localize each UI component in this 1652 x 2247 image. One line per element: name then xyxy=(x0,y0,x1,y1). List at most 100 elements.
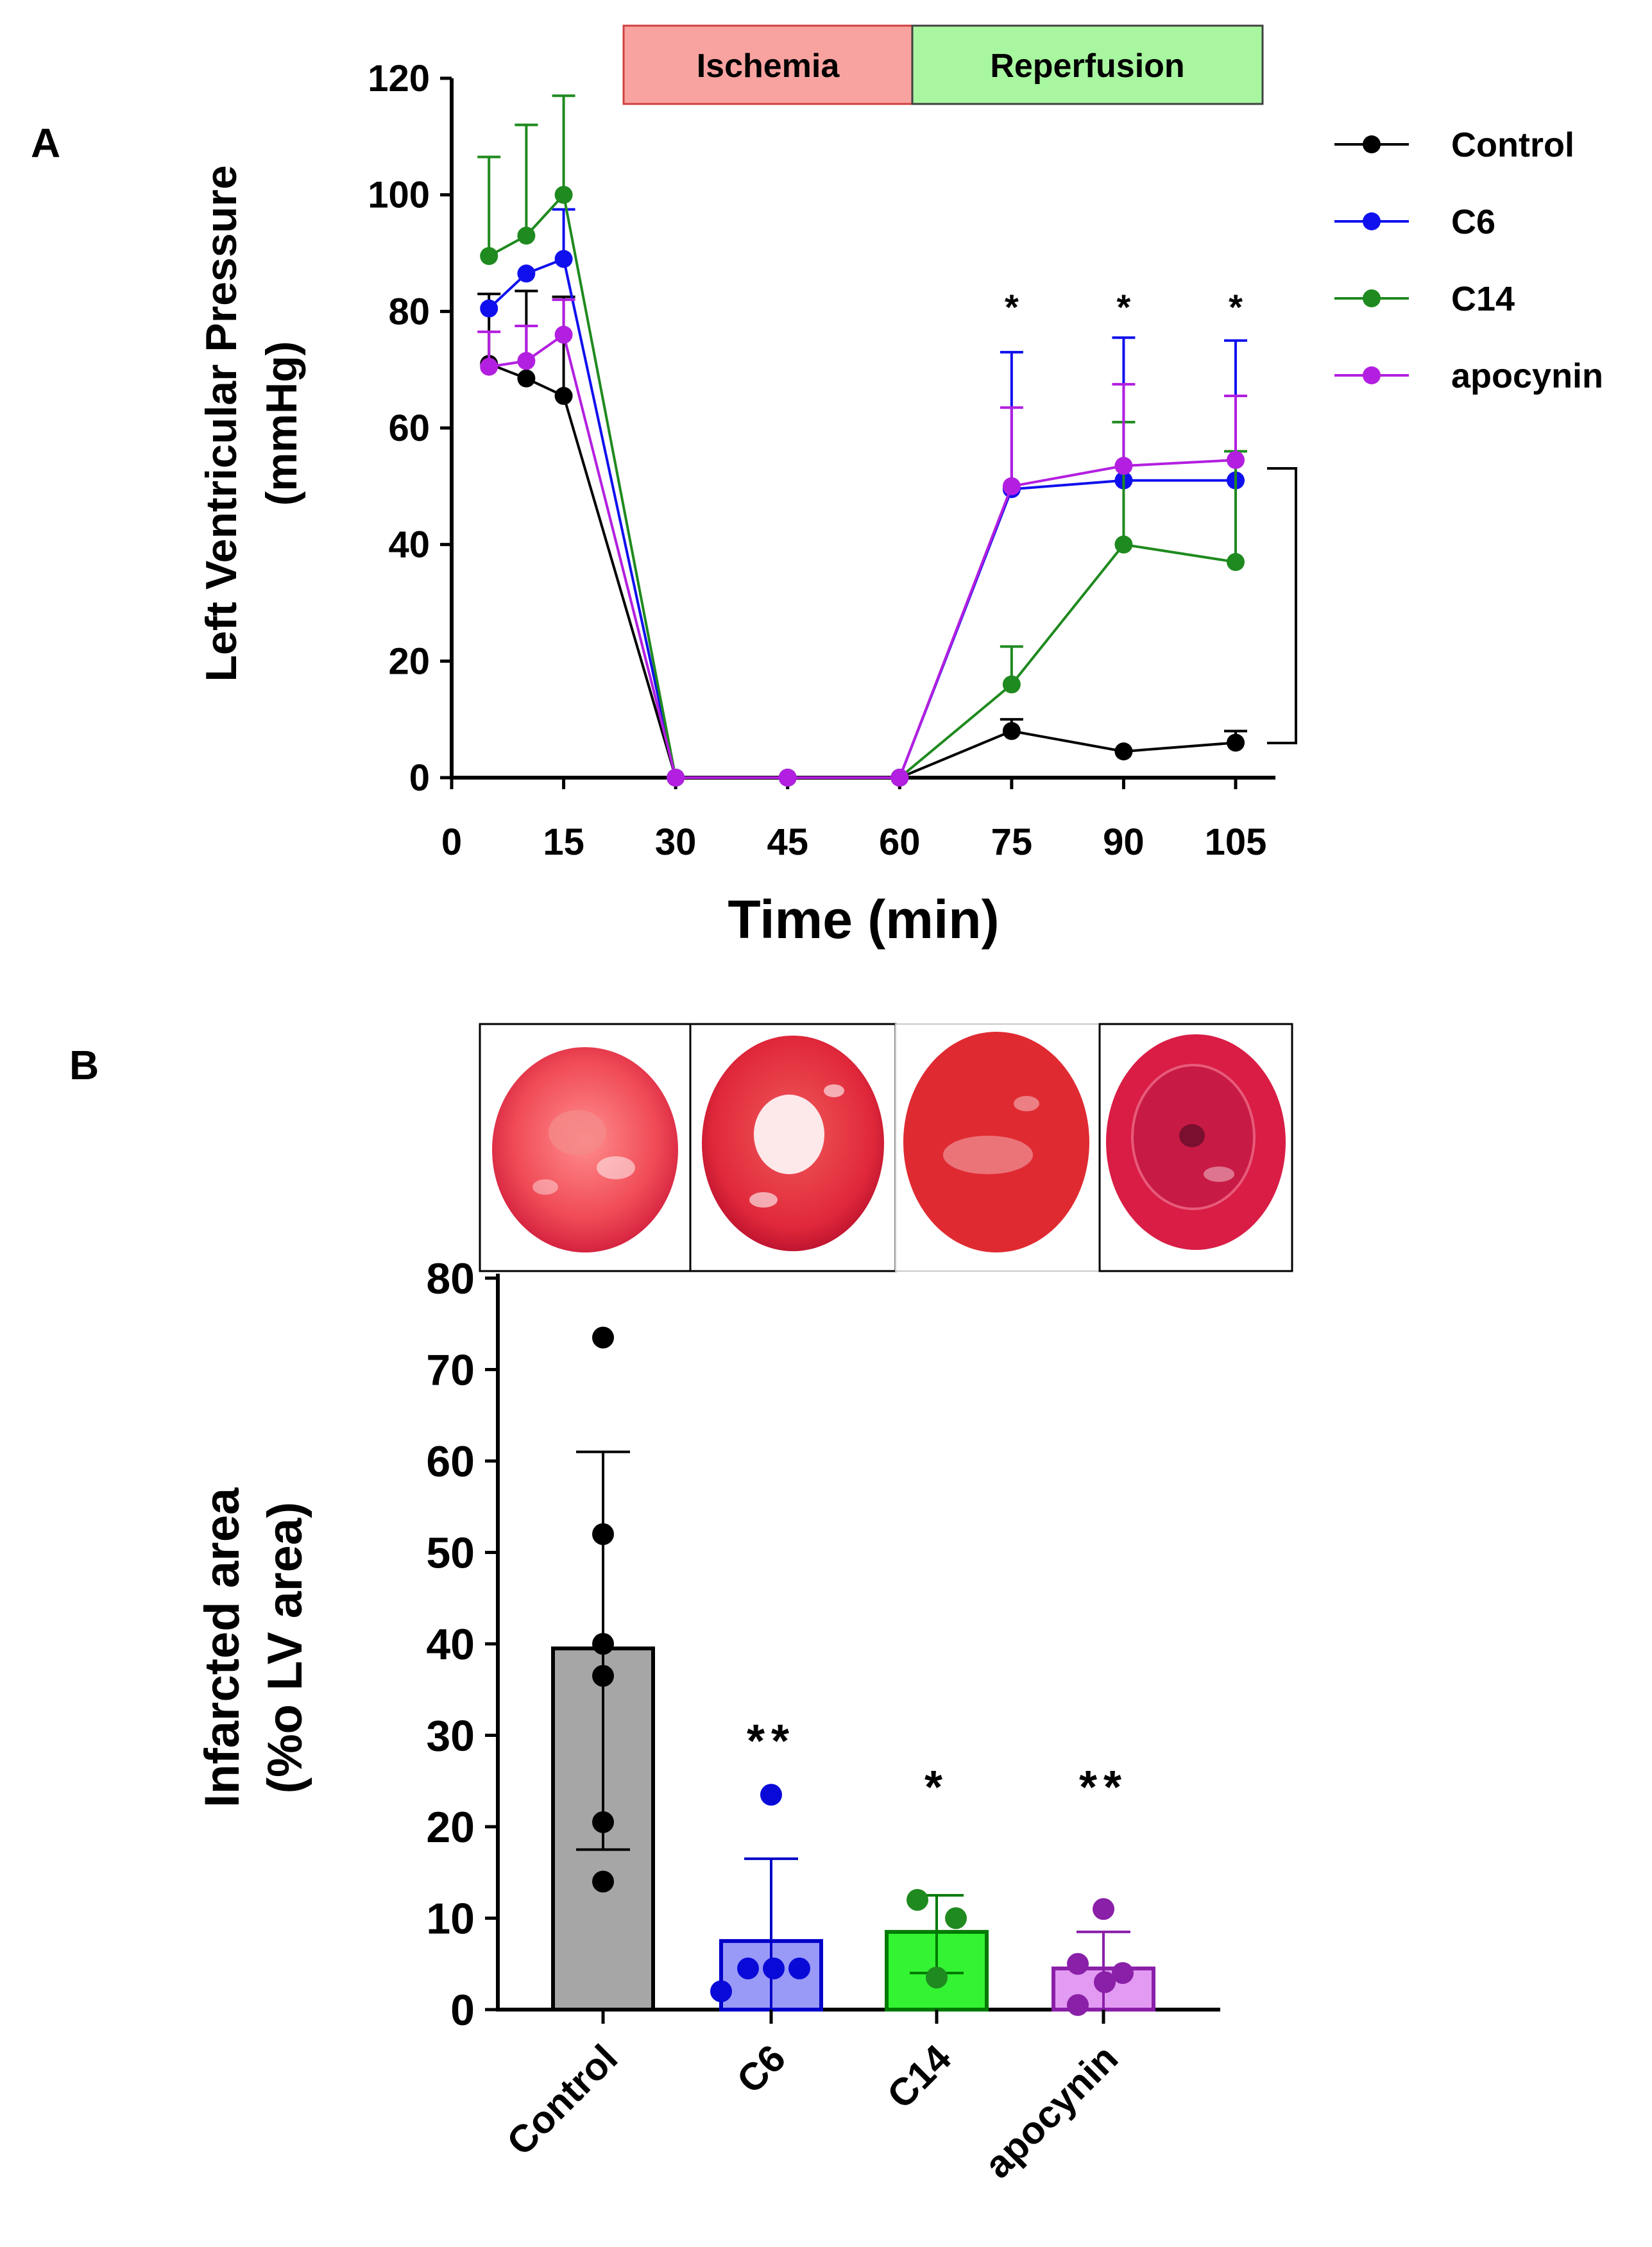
x-tick-label: 105 xyxy=(1205,821,1267,863)
legend-label: C6 xyxy=(1451,203,1495,241)
data-point xyxy=(480,357,498,376)
panel-b: B xyxy=(69,1023,1293,2187)
data-point xyxy=(1227,733,1245,752)
reperfusion-box xyxy=(911,24,1264,105)
y-tick-label: 80 xyxy=(426,1254,475,1303)
individual-data-point xyxy=(1094,1971,1116,1994)
y-tick-label: 120 xyxy=(368,58,430,99)
x-tick-label: 45 xyxy=(767,821,808,863)
data-point xyxy=(1114,457,1133,475)
y-tick-label: 40 xyxy=(388,524,430,566)
y-tick-label: 60 xyxy=(426,1437,475,1486)
x-tick-label: Control xyxy=(498,2037,626,2164)
panel-a: A Ischemia Reperfusion 0 20 40 60 80 100 120 0… xyxy=(31,24,1603,950)
y-tick-label: 10 xyxy=(426,1895,475,1944)
individual-data-point xyxy=(945,1907,967,1929)
y-tick-label: 0 xyxy=(450,1986,475,2035)
legend: Control C6 C14 apocynin xyxy=(1334,126,1603,395)
y-tick-label: 20 xyxy=(426,1803,475,1852)
x-tick-label: C14 xyxy=(879,2036,960,2117)
individual-data-point xyxy=(592,1870,614,1893)
panel-a-series xyxy=(477,94,1247,787)
data-point xyxy=(554,250,573,268)
individual-data-point xyxy=(1067,1994,1089,2016)
y-tick-label: 50 xyxy=(426,1529,475,1578)
x-tick-label: 15 xyxy=(543,821,584,863)
data-point xyxy=(1002,722,1021,740)
apocynin-heart-slice-photo xyxy=(1098,1023,1293,1272)
individual-data-point xyxy=(1067,1952,1089,1975)
individual-data-point xyxy=(592,1326,614,1349)
individual-data-point xyxy=(592,1811,614,1833)
legend-label: C14 xyxy=(1451,280,1515,318)
series-apocynin xyxy=(477,298,1247,787)
panel-a-significance: * * * xyxy=(1005,287,1243,327)
x-tick-label: 90 xyxy=(1103,821,1145,863)
panel-a-y-axis-title: Left Ventricular Pressure xyxy=(197,165,246,681)
individual-data-point xyxy=(907,1889,928,1911)
data-point xyxy=(1114,742,1133,761)
legend-marker xyxy=(1363,289,1381,307)
bar-group-apocynin: ** apocynin xyxy=(976,1762,1155,2187)
reperfusion-label: Reperfusion xyxy=(990,47,1184,85)
series-control xyxy=(477,289,1247,787)
individual-data-point xyxy=(760,1784,782,1806)
panel-b-y-axis-title: Infarcted area xyxy=(195,1487,250,1807)
legend-marker xyxy=(1363,212,1381,230)
c6-heart-slice-photo xyxy=(689,1023,897,1272)
data-point xyxy=(1227,552,1245,571)
y-tick-label: 60 xyxy=(388,407,430,449)
series-c6 xyxy=(480,208,1247,787)
c14-heart-slice-photo xyxy=(895,1023,1100,1272)
significance-star: * xyxy=(1005,287,1019,327)
data-point xyxy=(517,369,536,388)
significance-bracket xyxy=(1267,467,1297,744)
bar-group-c6: ** C6 xyxy=(710,1716,823,2101)
ischemia-box xyxy=(622,24,914,105)
significance-star: * xyxy=(924,1762,949,1813)
panel-a-y-ticks: 0 20 40 60 80 100 120 xyxy=(368,58,452,799)
significance-star: ** xyxy=(1079,1762,1128,1813)
individual-data-point xyxy=(788,1957,810,1979)
data-point xyxy=(480,299,498,318)
data-point xyxy=(554,325,573,344)
data-point xyxy=(554,387,573,406)
data-point xyxy=(517,352,536,370)
significance-star: * xyxy=(1117,287,1131,327)
data-point xyxy=(517,226,536,245)
x-tick-label: 60 xyxy=(879,821,921,863)
phase-bar: Ischemia Reperfusion xyxy=(622,24,1264,105)
series-c14 xyxy=(477,94,1247,787)
individual-data-point xyxy=(926,1967,948,1989)
panel-b-y-axis-title-unit: (%o LV area) xyxy=(258,1502,312,1794)
bar-group-control: Control xyxy=(498,1326,655,2164)
control-heart-slice-photo xyxy=(479,1023,692,1272)
data-point xyxy=(890,769,909,787)
photo-strip xyxy=(479,1023,1293,1272)
individual-data-point xyxy=(737,1957,759,1979)
panel-a-x-ticks: 0 15 30 45 60 75 90 105 xyxy=(441,778,1267,863)
x-tick-label: 0 xyxy=(441,821,462,863)
legend-label: Control xyxy=(1451,126,1574,164)
panel-b-label: B xyxy=(69,1042,99,1088)
bar-group-c14: * C14 xyxy=(879,1762,989,2117)
legend-label: apocynin xyxy=(1451,357,1603,395)
data-point xyxy=(1227,450,1245,469)
panel-a-label: A xyxy=(31,120,60,166)
individual-data-point xyxy=(1112,1962,1134,1984)
data-point xyxy=(1002,675,1021,694)
x-tick-label: 75 xyxy=(991,821,1033,863)
data-point xyxy=(554,185,573,204)
x-tick-label: apocynin xyxy=(976,2037,1127,2187)
legend-item-c6: C6 xyxy=(1334,203,1495,241)
panel-a-y-axis-title-unit: (mmHg) xyxy=(257,341,306,506)
individual-data-point xyxy=(710,1980,732,2003)
panel-a-x-axis-title: Time (min) xyxy=(728,889,999,950)
significance-star: * xyxy=(1229,287,1243,327)
y-tick-label: 30 xyxy=(426,1712,475,1761)
individual-data-point xyxy=(592,1664,614,1687)
data-point xyxy=(667,769,685,787)
data-point xyxy=(778,769,797,787)
data-point xyxy=(1114,535,1133,554)
